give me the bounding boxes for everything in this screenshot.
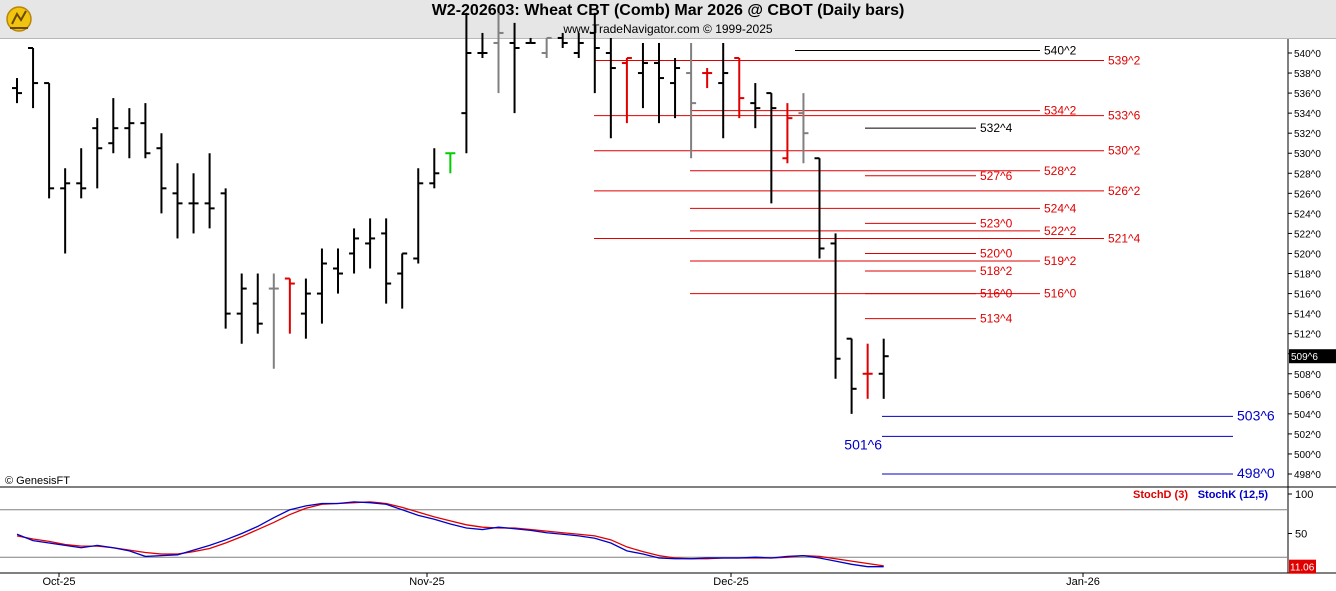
price-tick-label: 512^0: [1294, 330, 1321, 341]
copyright-label: © GenesisFT: [5, 475, 70, 487]
price-tick-label: 532^0: [1294, 129, 1321, 140]
price-level-label: 519^2: [1044, 254, 1077, 268]
price-tick-label: 526^0: [1294, 189, 1321, 200]
price-level-label: 516^0: [1044, 287, 1077, 301]
trading-logo-icon[interactable]: [4, 3, 34, 33]
chart-title: W2-202603: Wheat CBT (Comb) Mar 2026 @ C…: [431, 2, 905, 19]
price-panel-bg: [0, 39, 1290, 487]
price-tick-label: 500^0: [1294, 450, 1321, 461]
price-tick-label: 516^0: [1294, 290, 1321, 301]
price-tick-label: 522^0: [1294, 229, 1321, 240]
stoch-tick-label: 100: [1295, 489, 1313, 501]
price-level-label: 520^0: [980, 246, 1013, 260]
price-tick-label: 528^0: [1294, 169, 1321, 180]
price-level-label: 526^2: [1108, 184, 1141, 198]
price-level-label: 518^2: [980, 264, 1013, 278]
stochastic-axis: 100 50 11.06: [1288, 489, 1316, 574]
price-level-label: 527^6: [980, 169, 1013, 183]
time-tick-label: Jan-26: [1066, 576, 1100, 588]
last-price-box: [1289, 349, 1336, 364]
price-tick-label: 506^0: [1294, 390, 1321, 401]
stochk-legend: StochK (12,5): [1198, 489, 1269, 501]
price-level-label: 521^4: [1108, 231, 1141, 245]
last-price-label: 509^6: [1291, 352, 1318, 363]
price-bars: [12, 12, 889, 414]
price-tick-label: 518^0: [1294, 270, 1321, 281]
price-level-label: 528^2: [1044, 164, 1077, 178]
price-tick-label: 520^0: [1294, 249, 1321, 260]
stoch-tick-label: 50: [1295, 529, 1307, 541]
price-level-label: 523^0: [980, 216, 1013, 230]
price-level-label: 516^0: [980, 287, 1013, 301]
stoch-series-line: [16, 501, 884, 568]
price-tick-label: 508^0: [1294, 370, 1321, 381]
price-level-label: 540^2: [1044, 43, 1077, 57]
last-price-marker: 509^6: [1289, 349, 1336, 364]
price-tick-label: 538^0: [1294, 69, 1321, 80]
stoch-last-box: [1289, 559, 1316, 574]
price-tick-label: 534^0: [1294, 109, 1321, 120]
stochd-legend: StochD (3): [1133, 489, 1188, 501]
price-level-label: 513^4: [980, 312, 1013, 326]
price-tick-label: 504^0: [1294, 410, 1321, 421]
time-axis: Oct-25 Nov-25 Dec-25 Jan-26: [42, 573, 1100, 588]
price-tick-label: 502^0: [1294, 430, 1321, 441]
price-level-label: 539^2: [1108, 54, 1141, 68]
stochastic-panel: [0, 501, 1288, 568]
time-tick-label: Dec-25: [713, 576, 748, 588]
price-level-label: 522^2: [1044, 224, 1077, 238]
price-tick-label: 498^0: [1294, 470, 1321, 481]
chart-subtitle: www.TradeNavigator.com © 1999-2025: [563, 22, 773, 36]
price-level-label: 524^4: [1044, 201, 1077, 215]
time-tick-label: Nov-25: [409, 576, 444, 588]
price-tick-label: 524^0: [1294, 209, 1321, 220]
price-level-label: 503^6: [1237, 407, 1275, 423]
price-levels: 540^2 539^2 534^2 533^6 532^4 530^2 528^2 527^6…: [594, 43, 1275, 481]
price-axis: 540^0 538^0 536^0 534^0 532^0 530^0 528^0 526^0…: [1288, 49, 1321, 481]
price-level-label: 532^4: [980, 121, 1013, 135]
price-tick-label: 530^0: [1294, 149, 1321, 160]
time-tick-label: Oct-25: [42, 576, 75, 588]
price-level-label: 501^6: [844, 436, 882, 452]
price-level-label: 534^2: [1044, 104, 1077, 118]
price-level-label: 530^2: [1108, 144, 1141, 158]
price-level-label: 498^0: [1237, 465, 1275, 481]
stoch-last-label: 11.06: [1290, 563, 1315, 574]
price-tick-label: 514^0: [1294, 310, 1321, 321]
chart-title-bar: W2-202603: Wheat CBT (Comb) Mar 2026 @ C…: [0, 0, 1336, 39]
price-tick-label: 540^0: [1294, 49, 1321, 60]
price-level-label: 533^6: [1108, 109, 1141, 123]
price-tick-label: 536^0: [1294, 89, 1321, 100]
